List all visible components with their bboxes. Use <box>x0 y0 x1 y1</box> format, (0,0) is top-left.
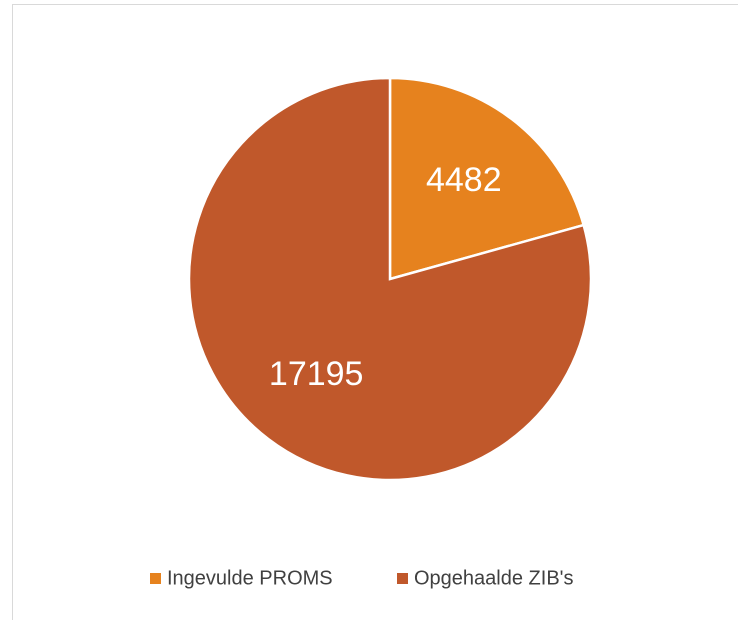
legend-label: Ingevulde PROMS <box>167 567 333 589</box>
data-label: 17195 <box>269 355 364 393</box>
pie-slice <box>388 76 586 281</box>
legend-label: Opgehaalde ZIB's <box>414 567 573 589</box>
pie-slice <box>187 76 593 482</box>
legend-swatch <box>397 573 408 584</box>
data-label: 4482 <box>426 161 502 199</box>
legend-swatch <box>150 573 161 584</box>
